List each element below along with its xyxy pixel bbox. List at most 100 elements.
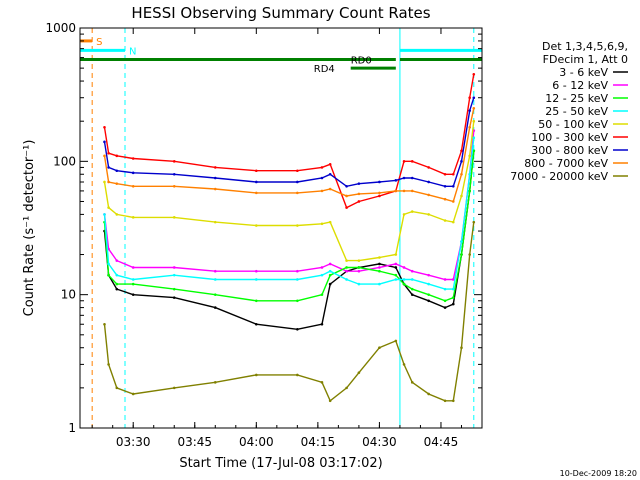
series-7-point-9 <box>328 187 332 191</box>
series-4-point-18 <box>451 220 455 224</box>
series-6-point-5 <box>213 176 217 180</box>
series-2-point-5 <box>213 293 217 296</box>
series-3-point-5 <box>213 278 217 281</box>
series-3-point-7 <box>296 278 299 281</box>
series-2-point-8 <box>320 293 324 296</box>
series-1-point-3 <box>131 266 135 269</box>
series-5-point-6 <box>255 169 258 173</box>
series-0-point-17 <box>443 306 447 309</box>
series-2-point-14 <box>402 282 406 286</box>
series-7-point-0 <box>103 154 106 158</box>
series-8-point-15 <box>410 381 414 384</box>
series-4-point-13 <box>394 253 398 256</box>
legend-label-4: 50 - 100 keV <box>538 118 608 131</box>
series-4-point-1 <box>107 206 110 209</box>
series-3-point-2 <box>115 273 119 277</box>
series-6-point-15 <box>410 176 414 180</box>
y-tick-label-0: 1 <box>68 421 76 435</box>
series-4-point-14 <box>402 213 406 216</box>
series-6-point-21 <box>472 96 476 100</box>
x-tick-label-1: 03:45 <box>177 435 212 449</box>
series-8-point-1 <box>107 363 110 366</box>
series-3-point-19 <box>460 240 463 243</box>
series-7-point-12 <box>378 191 381 195</box>
series-5-point-20 <box>468 96 471 100</box>
series-2-point-16 <box>427 293 430 296</box>
series-3-point-15 <box>410 278 414 281</box>
series-2-point-4 <box>172 287 176 291</box>
legend-label-2: 12 - 25 keV <box>545 92 608 105</box>
series-5-point-1 <box>107 151 110 155</box>
series-2-point-10 <box>345 266 348 269</box>
legend-label-1: 6 - 12 keV <box>552 79 608 92</box>
series-7-point-16 <box>427 193 430 197</box>
series-7-point-11 <box>357 192 361 196</box>
series-2-point-9 <box>328 273 332 277</box>
series-6-point-9 <box>328 172 332 176</box>
series-0-point-15 <box>410 293 414 296</box>
series-4-point-10 <box>345 259 348 262</box>
state-bar-label-1: N <box>129 46 136 57</box>
legend-header-0: Det 1,3,4,5,6,9, <box>542 40 628 53</box>
series-4-point-6 <box>255 224 258 227</box>
series-2-point-7 <box>296 299 299 303</box>
series-2-point-13 <box>394 273 398 277</box>
series-6-point-16 <box>427 180 430 184</box>
series-3-point-10 <box>345 278 348 281</box>
series-2-point-11 <box>357 266 361 269</box>
series-4-point-12 <box>378 256 381 259</box>
series-1-point-16 <box>427 273 430 277</box>
series-2-point-2 <box>115 282 119 286</box>
series-1-point-18 <box>451 278 455 281</box>
series-line-2 <box>103 150 475 302</box>
series-5-point-18 <box>451 172 455 176</box>
series-0-point-16 <box>427 299 430 303</box>
y-tick-label-1: 10 <box>61 288 76 302</box>
series-6-point-19 <box>460 160 463 163</box>
series-5-point-15 <box>410 160 414 163</box>
series-1-point-6 <box>255 269 258 273</box>
x-tick-label-3: 04:15 <box>301 435 336 449</box>
series-7-point-20 <box>468 125 471 129</box>
series-7-point-14 <box>402 189 406 193</box>
series-4-point-8 <box>320 222 324 226</box>
series-line-0 <box>103 150 475 331</box>
series-4-point-15 <box>410 210 414 213</box>
series-3-point-14 <box>402 278 406 281</box>
series-6-point-7 <box>296 180 299 184</box>
series-7-point-21 <box>472 106 476 110</box>
series-0-point-8 <box>320 322 324 326</box>
series-1-point-15 <box>410 269 414 273</box>
series-7-point-1 <box>107 180 110 184</box>
series-4-point-17 <box>443 219 447 222</box>
series-4-point-21 <box>472 119 476 123</box>
series-8-point-2 <box>115 386 119 390</box>
series-7-point-15 <box>410 189 414 193</box>
series-1-point-12 <box>378 266 381 269</box>
x-tick-label-4: 04:30 <box>362 435 397 449</box>
series-3-point-6 <box>255 278 258 281</box>
series-4-point-11 <box>357 259 361 262</box>
series-4-point-20 <box>468 154 471 158</box>
series-4-point-3 <box>131 216 135 219</box>
series-4-point-19 <box>460 194 463 198</box>
state-bar-label-0: S <box>96 37 102 48</box>
series-4-point-0 <box>103 180 106 184</box>
series-8-point-10 <box>345 386 348 390</box>
series-8-point-8 <box>320 381 324 384</box>
series-3-point-17 <box>443 287 447 291</box>
state-bar-label-3: RD0 <box>351 56 372 67</box>
series-line-5 <box>103 74 475 209</box>
series-3-point-20 <box>468 172 471 176</box>
series-1-point-17 <box>443 278 447 281</box>
series-4-point-5 <box>213 220 217 224</box>
series-6-point-3 <box>131 171 135 175</box>
series-6-point-1 <box>107 166 110 169</box>
series-0-point-5 <box>213 306 217 309</box>
series-8-point-6 <box>255 373 258 377</box>
series-8-point-9 <box>328 399 332 403</box>
series-3-point-0 <box>103 213 106 216</box>
series-2-point-18 <box>451 296 455 299</box>
series-2-point-1 <box>107 273 110 277</box>
series-7-point-10 <box>345 194 348 198</box>
